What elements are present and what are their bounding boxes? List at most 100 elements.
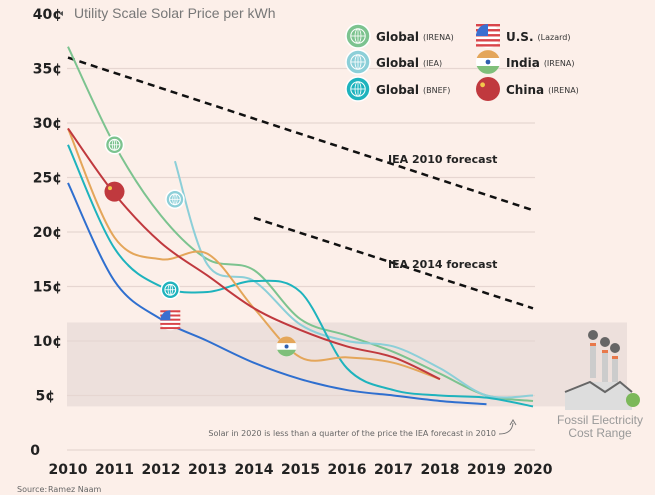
y-tick-label: 15¢ <box>33 280 62 296</box>
x-tick-label: 2017 <box>374 462 413 478</box>
globe-icon <box>345 49 371 75</box>
x-tick-label: 2012 <box>142 462 181 478</box>
legend-item: U.S. (Lazard) <box>476 24 570 48</box>
globe-icon <box>160 280 181 300</box>
legend-item: Global (BNEF) <box>345 76 450 102</box>
legend-label: Global <box>376 83 419 97</box>
legend-label: U.S. <box>506 30 534 44</box>
flag-stripe <box>160 322 181 325</box>
fossil-range-label: Fossil Electricity <box>557 413 643 427</box>
chart-title: Utility Scale Solar Price per kWh <box>74 5 276 21</box>
smoke <box>600 337 610 347</box>
x-tick-label: 2015 <box>281 462 320 478</box>
y-tick-label: 5¢ <box>36 389 55 405</box>
smokestack <box>590 343 596 378</box>
factory-roof <box>564 380 633 394</box>
legend-item: China (IRENA) <box>476 77 579 101</box>
flag-stripe <box>160 327 181 330</box>
flag-stripe <box>476 44 500 47</box>
forecast-line <box>253 216 534 310</box>
y-tick-label: 20¢ <box>33 225 62 241</box>
legend-label: Global <box>376 30 419 44</box>
india-flag-icon <box>276 336 297 357</box>
us-flag-icon <box>160 310 181 331</box>
legend-item: Global (IRENA) <box>345 23 454 49</box>
legend-source: (IEA) <box>423 59 442 68</box>
globe-icon <box>104 135 125 155</box>
us-flag-icon <box>476 24 500 48</box>
flag-star <box>108 186 112 191</box>
x-tick-label: 2011 <box>95 462 134 478</box>
x-tick-label: 2014 <box>235 462 274 478</box>
tree <box>626 393 640 407</box>
legend-item: India (IRENA) <box>476 50 574 74</box>
globe-icon <box>345 23 371 49</box>
x-tick-label: 2019 <box>467 462 506 478</box>
flag-saffron <box>277 336 296 344</box>
y-tick-label: 40¢ <box>33 7 62 23</box>
legend-source: (IRENA) <box>423 33 454 42</box>
y-tick-label: 25¢ <box>33 171 62 187</box>
smokestack-band <box>612 356 618 359</box>
annotation-arrow <box>498 422 514 435</box>
legend-source: (BNEF) <box>423 86 450 95</box>
x-tick-label: 2016 <box>328 462 367 478</box>
series-line <box>67 128 441 381</box>
x-tick-label: 2020 <box>514 462 553 478</box>
x-tick-label: 2013 <box>188 462 227 478</box>
series-line <box>67 144 534 408</box>
india-flag-icon <box>476 50 500 74</box>
smokestack <box>602 350 608 385</box>
source-value: Ramez Naam <box>48 485 102 494</box>
globe-icon <box>165 189 185 210</box>
china-flag-icon <box>104 181 125 202</box>
flag-star <box>480 82 485 88</box>
source-label: Source: <box>17 485 47 494</box>
factory-building <box>565 382 632 410</box>
legend-source: (IRENA) <box>548 86 579 95</box>
arrow-up-icon <box>509 419 517 426</box>
annotation-text: Solar in 2020 is less than a quarter of … <box>208 429 496 438</box>
series-line <box>173 160 534 399</box>
series-line <box>67 127 441 381</box>
flag-canton <box>476 24 488 36</box>
legend-label: India <box>506 56 540 70</box>
series-line <box>67 182 487 406</box>
smoke <box>588 330 598 340</box>
flag-bg <box>476 77 500 101</box>
series-line <box>67 46 534 402</box>
y-tick-label: 35¢ <box>33 62 62 78</box>
y-tick-label: 30¢ <box>33 116 62 132</box>
legend-label: Global <box>376 56 419 70</box>
fossil-range-label: Cost Range <box>568 426 632 440</box>
smokestack-band <box>602 350 608 353</box>
flag-stripe <box>476 39 500 42</box>
x-tick-label: 2018 <box>421 462 460 478</box>
forecast-label: IEA 2010 forecast <box>388 153 497 166</box>
china-flag-icon <box>476 77 500 101</box>
globe-icon <box>345 76 371 102</box>
flag-canton <box>160 310 171 321</box>
y-tick-label: 0 <box>30 443 40 459</box>
factory-icon <box>564 330 640 410</box>
smokestack <box>612 356 618 391</box>
flag-bg <box>104 181 125 202</box>
y-tick-label: 10¢ <box>33 334 62 350</box>
x-tick-label: 2010 <box>49 462 88 478</box>
legend-item: Global (IEA) <box>345 49 442 75</box>
flag-saffron <box>476 50 500 58</box>
flag-green <box>476 66 500 74</box>
smoke <box>610 343 620 353</box>
flag-green <box>277 349 296 357</box>
legend-source: (IRENA) <box>544 59 575 68</box>
legend-label: China <box>506 83 544 97</box>
flag-chakra <box>485 59 491 65</box>
forecast-label: IEA 2014 forecast <box>388 258 497 271</box>
forecast-line <box>67 56 534 212</box>
arrow-left-icon <box>59 11 63 16</box>
smokestack-band <box>590 343 596 346</box>
flag-chakra <box>284 344 289 349</box>
legend-source: (Lazard) <box>538 33 571 42</box>
